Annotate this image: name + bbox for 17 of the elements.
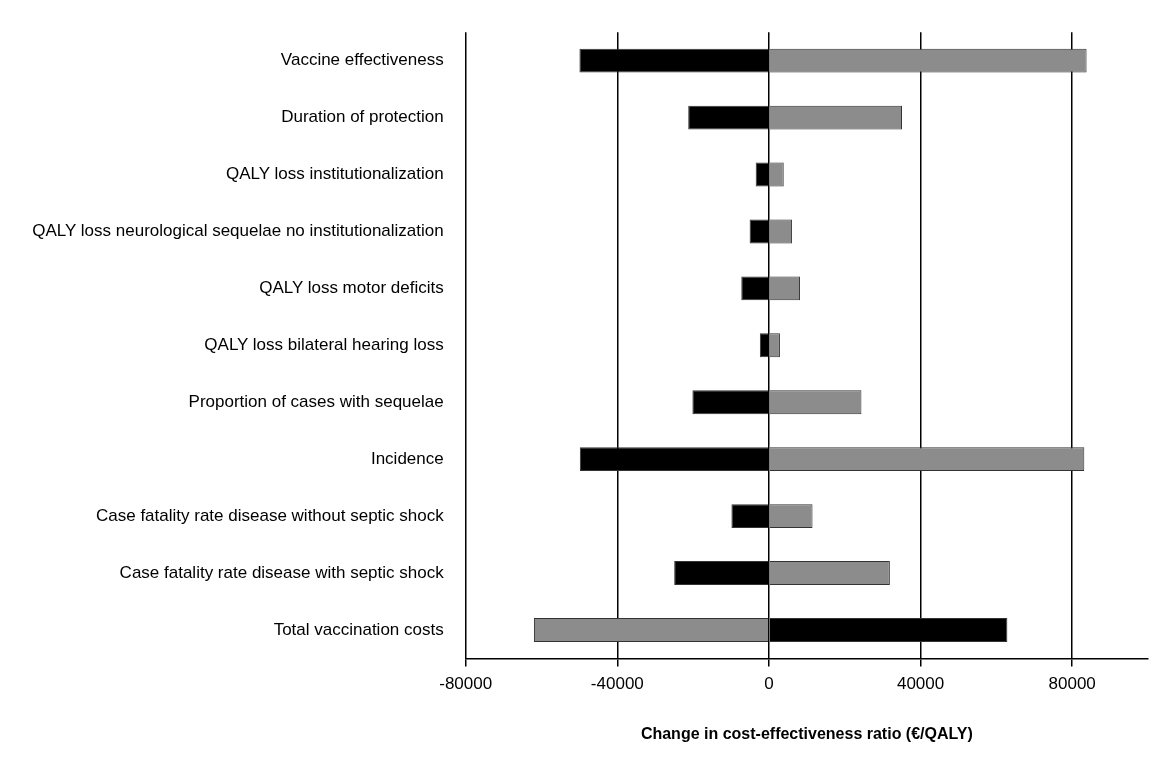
y-tick-label: QALY loss institutionalization — [226, 164, 444, 184]
y-tick-label: Case fatality rate disease without septic shock — [95, 505, 445, 525]
x-axis-title: Change in cost-effectiveness ratio (€/QALY) — [640, 724, 973, 742]
y-tick-label: Vaccine effectiveness — [280, 50, 444, 70]
x-tick-label: 0 — [764, 674, 774, 694]
y-tick-label: QALY loss bilateral hearing loss — [204, 334, 444, 354]
y-tick-label: Proportion of cases with sequelae — [188, 391, 444, 411]
y-tick-label: QALY loss motor deficits — [259, 278, 444, 298]
y-tick-label: Case fatality rate disease with septic shock — [119, 562, 445, 582]
x-tick-label: 80000 — [1048, 674, 1096, 694]
y-tick-label: Duration of protection — [281, 107, 444, 127]
y-tick-label: Incidence — [370, 448, 444, 468]
x-tick-label: -40000 — [590, 674, 644, 694]
x-tick-label: -80000 — [439, 674, 493, 694]
y-tick-label: QALY loss neurological sequelae no institutionalization — [32, 221, 444, 241]
y-tick-label: Total vaccination costs — [273, 619, 444, 639]
x-tick-label: 40000 — [896, 674, 945, 694]
